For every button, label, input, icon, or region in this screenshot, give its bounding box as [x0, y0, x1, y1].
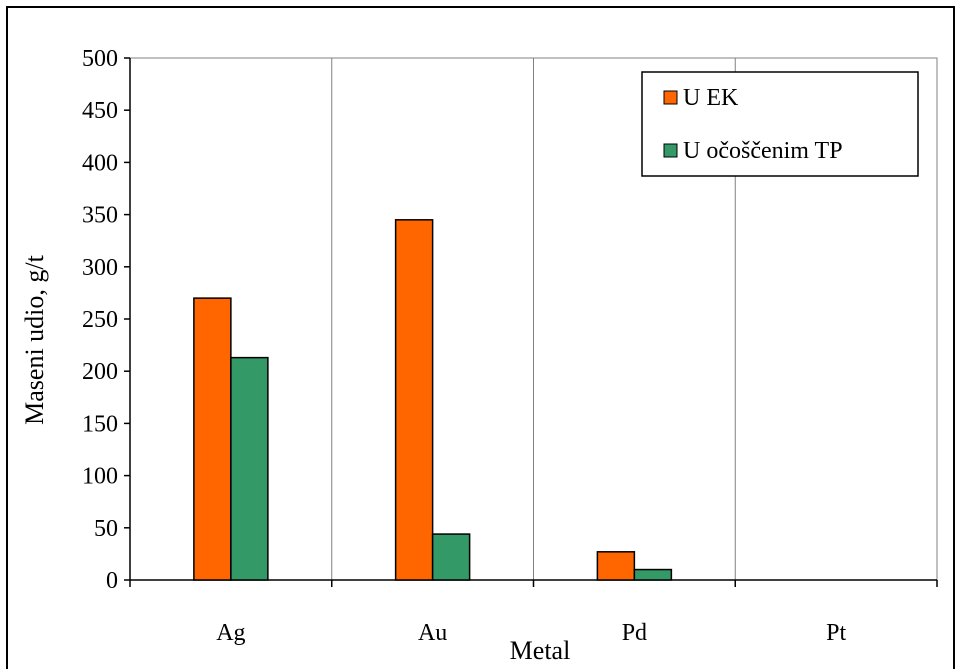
bar-u-ocoscenim-tp-ag: [230, 356, 269, 581]
bar-u-ocoscenim-tp-au: [431, 533, 471, 581]
y-tick-label: 0: [106, 568, 118, 594]
x-tick-label-au: Au: [418, 620, 447, 646]
legend-swatch-u-ocoscenim-tp: [663, 143, 678, 158]
bar-u-ek-ag: [193, 297, 232, 581]
bar-u-ocoscenim-tp-pd: [633, 568, 673, 581]
x-tick-label-ag: Ag: [216, 620, 245, 646]
y-axis-title: Maseni udio, g/t: [20, 254, 49, 424]
x-axis-title: Metal: [510, 636, 571, 665]
legend-swatch-u-ek: [663, 90, 678, 105]
legend: U EK U očoščenim TP: [641, 71, 919, 177]
legend-label-u-ocoscenim-tp: U očoščenim TP: [683, 138, 843, 164]
y-tick-label: 150: [82, 411, 118, 437]
x-tick-label-pd: Pd: [622, 620, 647, 646]
y-tick-label: 200: [82, 359, 118, 385]
x-tick-label-pt: Pt: [826, 620, 846, 646]
y-tick-label: 450: [82, 98, 118, 124]
y-tick-label: 400: [82, 150, 118, 176]
bar-u-ek-au: [394, 219, 434, 581]
y-tick-label: 250: [82, 307, 118, 333]
y-tick-label: 300: [82, 255, 118, 281]
y-tick-label: 350: [82, 203, 118, 229]
chart-frame: [6, 6, 955, 669]
y-tick-label: 500: [82, 46, 118, 72]
y-tick-label: 50: [94, 516, 118, 542]
legend-label-u-ek: U EK: [683, 85, 739, 111]
legend-box: [641, 71, 919, 177]
bars: [193, 219, 673, 581]
bar-u-ek-pd: [596, 551, 636, 581]
y-tick-label: 100: [82, 464, 118, 490]
tick-labels: 0 50 100 150 200 250 300 350 400 450 500 Ag Au Pd Pt: [82, 46, 846, 646]
